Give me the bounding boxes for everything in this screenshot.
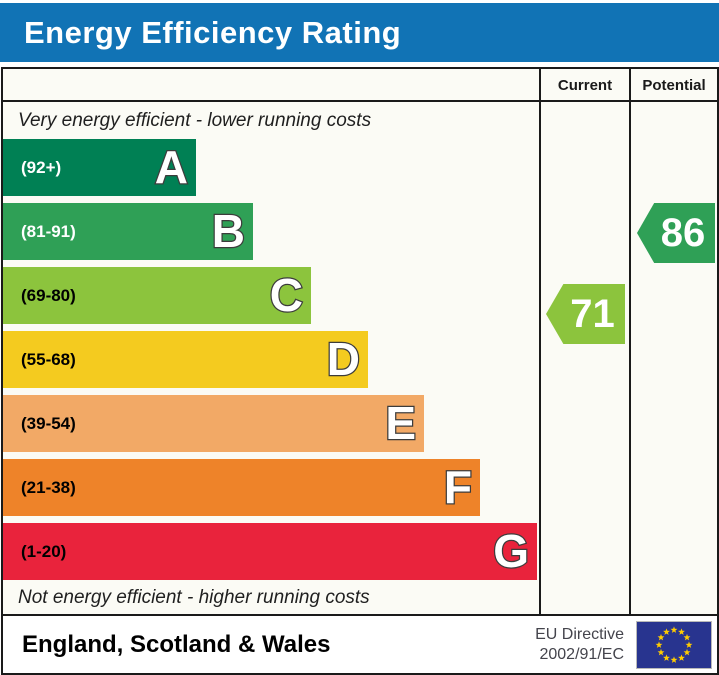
band-letter: B xyxy=(211,204,247,257)
band-row: (1-20) G xyxy=(3,523,537,580)
eu-directive-line2: 2002/91/EC xyxy=(539,645,624,663)
current-column-header: Current xyxy=(557,76,613,94)
band-letter: F xyxy=(443,460,474,513)
band-letter: A xyxy=(154,140,190,193)
band-letter: E xyxy=(384,396,417,449)
band-row: (55-68) D xyxy=(3,331,368,388)
bottom-note: Not energy efficient - higher running co… xyxy=(18,587,370,608)
current-value: 71 xyxy=(570,292,615,336)
band-range: (1-20) xyxy=(21,541,67,561)
footer-bar: England, Scotland & Wales EU Directive 2… xyxy=(1,614,719,675)
potential-column-header: Potential xyxy=(642,76,706,94)
band-range: (39-54) xyxy=(21,413,76,433)
region-label: England, Scotland & Wales xyxy=(22,630,331,658)
band-letter: D xyxy=(326,332,362,385)
potential-value: 86 xyxy=(660,211,706,255)
band-row: (92+) A xyxy=(3,139,196,196)
current-arrow: 71 xyxy=(546,284,625,344)
band-letter: C xyxy=(269,268,305,321)
eu-flag-icon xyxy=(636,620,712,669)
title-bar: Energy Efficiency Rating xyxy=(0,3,719,62)
band-range: (92+) xyxy=(21,157,62,177)
band-letter: G xyxy=(492,524,530,577)
current-column-divider xyxy=(539,67,541,616)
potential-column-divider xyxy=(629,67,631,616)
band-row: (81-91) B xyxy=(3,203,253,260)
band-row: (69-80) C xyxy=(3,267,311,324)
potential-arrow: 86 xyxy=(637,203,715,263)
bands: (92+) A (81-91) B (69-80) C (55-68) D (3… xyxy=(3,139,539,587)
band-row: (21-38) F xyxy=(3,459,480,516)
page-title: Energy Efficiency Rating xyxy=(24,14,402,50)
eu-directive-line1: EU Directive xyxy=(535,626,624,644)
band-range: (55-68) xyxy=(21,349,76,369)
top-note: Very energy efficient - lower running co… xyxy=(18,110,372,131)
band-range: (81-91) xyxy=(21,221,76,241)
band-range: (69-80) xyxy=(21,285,76,305)
band-range: (21-38) xyxy=(21,477,76,497)
eu-directive-label: EU Directive 2002/91/EC xyxy=(535,625,636,663)
header-divider xyxy=(1,100,717,102)
band-row: (39-54) E xyxy=(3,395,424,452)
